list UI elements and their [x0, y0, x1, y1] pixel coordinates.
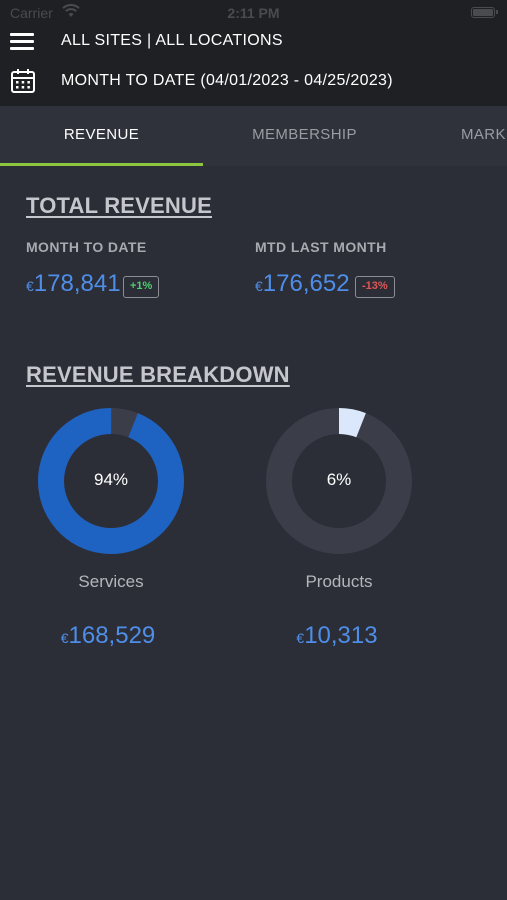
site-location-filter[interactable]: ALL SITES | ALL LOCATIONS [61, 32, 283, 49]
battery-icon [471, 7, 498, 18]
total-revenue-title: TOTAL REVENUE [26, 193, 212, 218]
mtd-change-badge: +1% [123, 276, 160, 298]
tab-bar: REVENUE MEMBERSHIP MARK [0, 106, 507, 166]
products-donut-arc [266, 408, 412, 554]
products-percent: 6% [326, 470, 352, 489]
services-donut-chart [38, 408, 184, 554]
wifi-icon [62, 4, 80, 23]
products-label: Products [305, 572, 373, 591]
mtd-label: MONTH TO DATE [26, 239, 147, 255]
currency-symbol: € [60, 630, 69, 646]
status-time: 2:11 PM [227, 5, 280, 21]
app-header: ALL SITES | ALL LOCATIONS MONTH TO DATE … [0, 28, 507, 106]
carrier-label: Carrier [10, 5, 53, 21]
tab-marketing[interactable]: MARK [461, 126, 506, 143]
products-amount-value: 10,313 [304, 622, 378, 649]
status-bar: Carrier 2:11 PM [0, 0, 507, 28]
last-month-amount: 176,652 [262, 270, 350, 297]
services-donut-arc [38, 408, 184, 554]
last-month-value: €176,652 [255, 270, 350, 298]
services-amount-value: 168,529 [68, 622, 156, 649]
services-percent: 94% [93, 470, 129, 489]
mtd-value: €178,841 [26, 270, 121, 298]
products-donut-chart [266, 408, 412, 554]
last-month-label: MTD LAST MONTH [255, 239, 387, 255]
revenue-breakdown-title: REVENUE BREAKDOWN [26, 362, 290, 387]
services-label: Services [78, 572, 144, 591]
tab-membership[interactable]: MEMBERSHIP [252, 126, 357, 143]
date-range-filter[interactable]: MONTH TO DATE (04/01/2023 - 04/25/2023) [61, 72, 393, 89]
currency-symbol: € [296, 630, 305, 646]
currency-symbol: € [255, 278, 263, 294]
mtd-amount: 178,841 [33, 270, 121, 297]
currency-symbol: € [26, 278, 34, 294]
products-amount: €10,313 [262, 622, 412, 650]
tab-revenue[interactable]: REVENUE [0, 106, 203, 166]
services-amount: €168,529 [33, 622, 183, 650]
calendar-icon[interactable] [10, 68, 36, 94]
hamburger-menu-icon[interactable] [10, 31, 36, 51]
last-month-change-badge: -13% [355, 276, 395, 298]
